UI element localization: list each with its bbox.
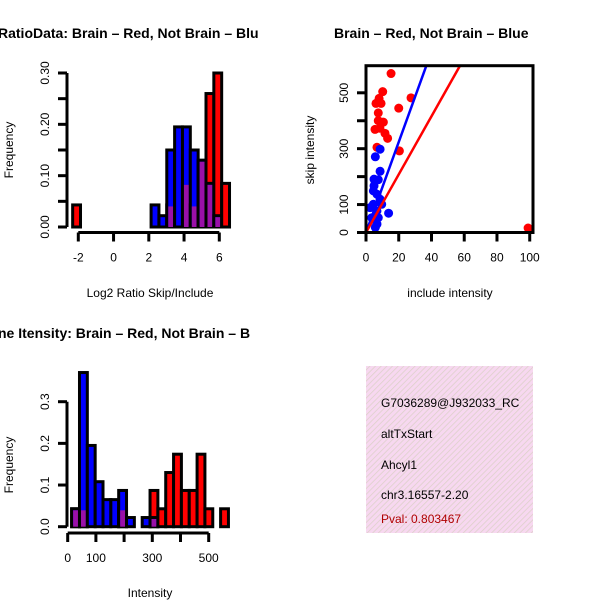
x-tick-label: 500 bbox=[199, 551, 219, 565]
ratio-histogram-title: RatioData: Brain – Red, Not Brain – Blu bbox=[0, 25, 259, 41]
overlap-bar bbox=[120, 510, 126, 527]
red-point bbox=[374, 93, 384, 103]
x-tick-label: 40 bbox=[425, 251, 439, 265]
red-bar bbox=[71, 203, 83, 229]
overlap-bar bbox=[191, 206, 197, 227]
x-tick-label: 0 bbox=[64, 551, 71, 565]
red-point bbox=[394, 103, 404, 113]
blue-bar bbox=[125, 516, 136, 529]
info-box: G7036289@J932033_RC altTxStart Ahcyl1 ch… bbox=[366, 366, 533, 533]
blue-point bbox=[375, 166, 385, 176]
blue-point bbox=[368, 186, 378, 196]
intensity-scatter-panel: Brain – Red, Not Brain – Blue include in… bbox=[303, 25, 540, 300]
red-fit-line bbox=[366, 65, 462, 233]
scatter-box bbox=[364, 64, 535, 234]
y-tick-label: 0 bbox=[337, 229, 351, 236]
x-tick-label: 2 bbox=[145, 251, 152, 265]
x-tick-label: 20 bbox=[392, 251, 406, 265]
ratio-histogram-panel: RatioData: Brain – Red, Not Brain – Blu … bbox=[0, 25, 259, 300]
x-tick-label: 100 bbox=[520, 251, 540, 265]
intensity-histogram-xlabel: Intensity bbox=[128, 586, 173, 600]
x-tick-label: 300 bbox=[142, 551, 162, 565]
y-tick-label: 0.3 bbox=[38, 393, 52, 410]
x-tick-label: -2 bbox=[73, 251, 84, 265]
x-tick-label: 80 bbox=[490, 251, 504, 265]
x-tick-label: 4 bbox=[181, 251, 188, 265]
red-point bbox=[523, 223, 533, 233]
scatter-plot-area bbox=[366, 65, 533, 233]
blue-fit-line bbox=[366, 65, 428, 233]
overlap-bar bbox=[215, 217, 221, 227]
x-tick-label: 0 bbox=[110, 251, 117, 265]
red-point bbox=[386, 69, 396, 79]
red-bar bbox=[220, 181, 232, 229]
blue-point bbox=[366, 203, 375, 213]
red-point bbox=[373, 108, 383, 118]
info-event-id: G7036289@J932033_RC bbox=[381, 396, 520, 410]
info-location: chr3.16557-2.20 bbox=[381, 488, 469, 502]
blue-point bbox=[375, 144, 385, 154]
y-tick-label: 0.20 bbox=[38, 112, 52, 136]
x-tick-label: 100 bbox=[86, 551, 106, 565]
y-tick-label: 0.30 bbox=[38, 61, 52, 85]
blue-point bbox=[370, 222, 380, 232]
overlap-bar bbox=[168, 206, 174, 227]
y-tick-label: 100 bbox=[337, 194, 351, 214]
x-tick-label: 6 bbox=[216, 251, 223, 265]
y-tick-label: 0.1 bbox=[38, 476, 52, 493]
ratio-histogram-xlabel: Log2 Ratio Skip/Include bbox=[87, 286, 214, 300]
ratio-histogram-ylabel: Frequency bbox=[2, 122, 16, 179]
red-bar bbox=[219, 507, 230, 529]
scatter-xlabel: include intensity bbox=[407, 286, 492, 300]
y-tick-label: 0.00 bbox=[38, 215, 52, 239]
intensity-histogram-ylabel: Frequency bbox=[2, 437, 16, 494]
y-tick-label: 500 bbox=[337, 82, 351, 102]
red-point bbox=[378, 87, 388, 97]
x-tick-label: 0 bbox=[363, 251, 370, 265]
overlap-bar bbox=[207, 184, 213, 227]
x-tick-label: 60 bbox=[458, 251, 472, 265]
blue-point bbox=[370, 152, 380, 162]
red-point bbox=[383, 133, 393, 143]
overlap-bar bbox=[73, 510, 78, 527]
intensity-histogram-panel: ne Itensity: Brain – Red, Not Brain – B … bbox=[0, 325, 250, 600]
y-tick-label: 0.10 bbox=[38, 164, 52, 188]
info-pval: Pval: 0.803467 bbox=[381, 512, 461, 526]
y-tick-label: 0.0 bbox=[38, 518, 52, 535]
info-gene-name: Ahcyl1 bbox=[381, 458, 417, 472]
info-event-type: altTxStart bbox=[381, 427, 433, 441]
red-point bbox=[373, 116, 383, 126]
overlap-bar bbox=[151, 519, 157, 527]
scatter-ylabel: skip intensity bbox=[303, 116, 317, 185]
y-tick-label: 0.2 bbox=[38, 435, 52, 452]
intensity-histogram-title: ne Itensity: Brain – Red, Not Brain – B bbox=[0, 325, 250, 341]
overlap-bar bbox=[199, 161, 205, 227]
blue-point bbox=[384, 208, 394, 218]
scatter-title: Brain – Red, Not Brain – Blue bbox=[334, 25, 529, 41]
y-tick-label: 300 bbox=[337, 138, 351, 158]
info-box-background bbox=[366, 366, 533, 533]
red-bar bbox=[203, 507, 215, 529]
overlap-bar bbox=[183, 184, 189, 227]
red-bar bbox=[195, 452, 207, 529]
overlap-bar bbox=[80, 510, 86, 527]
